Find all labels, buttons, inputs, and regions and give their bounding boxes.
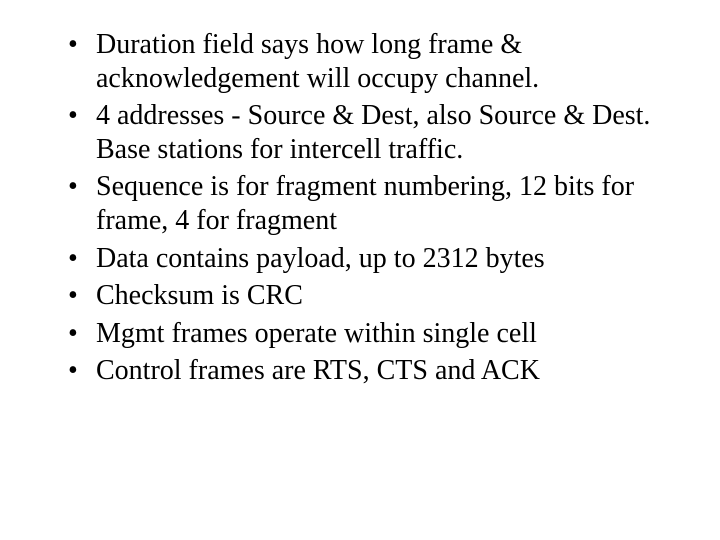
bullet-list: Duration field says how long frame & ack… — [60, 28, 660, 388]
list-item: Control frames are RTS, CTS and ACK — [60, 354, 660, 388]
bullet-text: Control frames are RTS, CTS and ACK — [96, 355, 540, 386]
list-item: Checksum is CRC — [60, 279, 660, 313]
bullet-text: Mgmt frames operate within single cell — [96, 318, 537, 349]
bullet-text: Sequence is for fragment numbering, 12 b… — [96, 171, 634, 236]
slide: Duration field says how long frame & ack… — [0, 0, 720, 540]
bullet-text: Checksum is CRC — [96, 280, 303, 311]
bullet-text: Data contains payload, up to 2312 bytes — [96, 243, 545, 274]
list-item: Sequence is for fragment numbering, 12 b… — [60, 170, 660, 237]
bullet-text: 4 addresses - Source & Dest, also Source… — [96, 100, 650, 165]
list-item: Data contains payload, up to 2312 bytes — [60, 242, 660, 276]
list-item: Duration field says how long frame & ack… — [60, 28, 660, 95]
list-item: 4 addresses - Source & Dest, also Source… — [60, 99, 660, 166]
list-item: Mgmt frames operate within single cell — [60, 317, 660, 351]
bullet-text: Duration field says how long frame & ack… — [96, 29, 539, 94]
